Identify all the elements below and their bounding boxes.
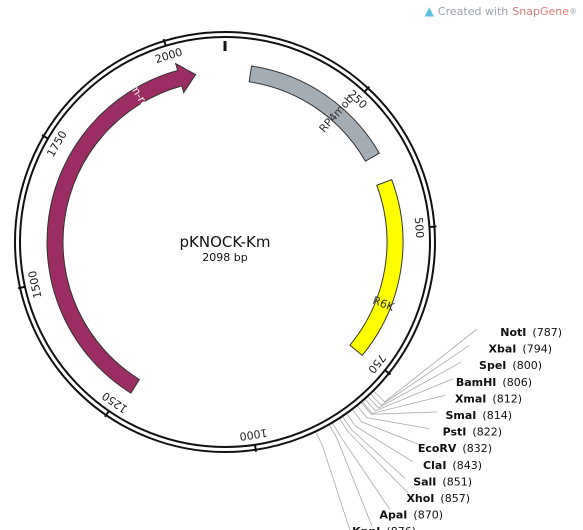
site-label-xmai[interactable]: XmaI (812) bbox=[455, 392, 522, 405]
site-leader-smai bbox=[361, 402, 438, 415]
attribution-mark: ® bbox=[569, 6, 577, 16]
site-label-clai[interactable]: ClaI (843) bbox=[423, 459, 482, 472]
site-name-noti: NotI bbox=[500, 326, 526, 339]
site-leader-xbai bbox=[370, 345, 470, 406]
site-leader-clai bbox=[346, 413, 414, 463]
site-position-sali: (851) bbox=[442, 475, 472, 488]
feature-rp4mob[interactable] bbox=[248, 65, 380, 162]
tick-1250 bbox=[104, 410, 110, 418]
snapgene-attribution: ▲ Created with SnapGene ® bbox=[425, 4, 577, 18]
tick-label-1250: 1250 bbox=[100, 389, 130, 416]
site-leader-noti bbox=[373, 328, 478, 403]
site-label-psti[interactable]: PstI (822) bbox=[443, 426, 502, 439]
site-leader-psti bbox=[357, 405, 430, 429]
site-name-xmai: XmaI bbox=[455, 392, 486, 405]
site-label-xhoi[interactable]: XhoI (857) bbox=[406, 492, 470, 505]
site-position-xbai: (794) bbox=[522, 343, 552, 356]
plasmid-backbone bbox=[14, 31, 436, 453]
site-label-kpni[interactable]: KpnI (876) bbox=[352, 525, 416, 530]
tick-label-750: 750 bbox=[365, 351, 388, 376]
site-label-apai[interactable]: ApaI (870) bbox=[380, 509, 444, 522]
snapgene-logo-icon: ▲ bbox=[424, 4, 434, 18]
site-position-ecorv: (832) bbox=[462, 442, 492, 455]
tick-250 bbox=[363, 86, 371, 93]
restriction-sites: NotI (787) XbaI (794) SpeI (800) BamHI (806) Xma… bbox=[315, 326, 562, 530]
site-label-ecorv[interactable]: EcoRV (832) bbox=[418, 442, 492, 455]
site-leader-sali bbox=[342, 416, 406, 479]
site-leader-kpni bbox=[329, 425, 373, 527]
tick-1000 bbox=[253, 444, 257, 452]
site-leader-spei bbox=[367, 361, 462, 409]
tick-label-500: 500 bbox=[412, 217, 427, 239]
site-position-noti: (787) bbox=[532, 326, 562, 339]
backbone-inner-ring bbox=[19, 36, 431, 448]
site-position-xmai: (812) bbox=[492, 392, 522, 405]
plasmid-name: pKNOCK-Km bbox=[180, 233, 271, 251]
site-name-clai: ClaI bbox=[423, 459, 446, 472]
site-name-xhoi: XhoI bbox=[406, 492, 434, 505]
site-leader-nhei bbox=[315, 432, 351, 530]
site-label-xbai[interactable]: XbaI (794) bbox=[489, 343, 552, 356]
plasmid-size: 2098 bp bbox=[202, 251, 247, 264]
site-name-smai: SmaI bbox=[446, 409, 477, 422]
site-label-spei[interactable]: SpeI (800) bbox=[479, 359, 542, 372]
site-name-spei: SpeI bbox=[479, 359, 506, 372]
site-name-sali: SalI bbox=[413, 475, 436, 488]
tick-label-1500: 1500 bbox=[26, 269, 45, 299]
site-position-xhoi: (857) bbox=[440, 492, 470, 505]
site-leader-xmai bbox=[362, 395, 446, 414]
site-label-noti[interactable]: NotI (787) bbox=[500, 326, 562, 339]
feature-km-res[interactable] bbox=[46, 62, 197, 394]
site-position-spei: (800) bbox=[512, 359, 542, 372]
site-position-clai: (843) bbox=[452, 459, 482, 472]
site-name-ecorv: EcoRV bbox=[418, 442, 457, 455]
tick-2000 bbox=[162, 38, 167, 47]
site-label-smai[interactable]: SmaI (814) bbox=[446, 409, 513, 422]
site-leader-xhoi bbox=[339, 418, 409, 494]
site-position-bamhi: (806) bbox=[502, 376, 532, 389]
site-leader-bamhi bbox=[365, 378, 454, 412]
site-label-sali[interactable]: SalI (851) bbox=[413, 475, 472, 488]
site-name-apai: ApaI bbox=[380, 509, 408, 522]
tick-750 bbox=[384, 369, 392, 376]
site-position-smai: (814) bbox=[482, 409, 512, 422]
attribution-prefix: Created with bbox=[437, 4, 509, 18]
tick-label-1750: 1750 bbox=[44, 129, 69, 160]
tick-500 bbox=[429, 225, 437, 228]
site-leader-apai bbox=[332, 423, 391, 510]
site-position-kpni: (876) bbox=[386, 525, 416, 530]
tick-1500 bbox=[17, 285, 26, 290]
site-position-apai: (870) bbox=[413, 509, 443, 522]
site-name-psti: PstI bbox=[443, 426, 467, 439]
tick-1750 bbox=[41, 134, 49, 140]
backbone-outer-ring bbox=[14, 31, 436, 453]
feature-r6k[interactable] bbox=[349, 179, 404, 357]
attribution-brand: SnapGene bbox=[512, 4, 569, 18]
site-label-bamhi[interactable]: BamHI (806) bbox=[456, 376, 532, 389]
tick-label-1000: 1000 bbox=[239, 426, 269, 443]
site-name-kpni: KpnI bbox=[352, 525, 380, 530]
site-name-bamhi: BamHI bbox=[456, 376, 497, 389]
site-name-xbai: XbaI bbox=[489, 343, 517, 356]
site-leader-ecorv bbox=[352, 409, 422, 446]
site-position-psti: (822) bbox=[472, 426, 502, 439]
